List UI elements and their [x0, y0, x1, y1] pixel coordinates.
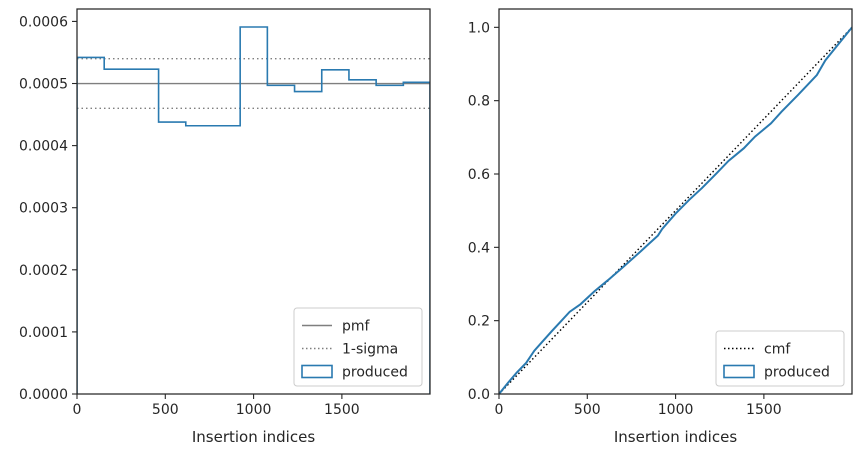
legend-label: pmf	[342, 319, 371, 335]
legend-label: produced	[342, 365, 408, 381]
x-tick-label: 1000	[658, 402, 694, 418]
y-tick-label: 0.4	[468, 240, 490, 256]
y-tick-label: 0.0	[468, 387, 490, 403]
y-tick-label: 0.0001	[19, 325, 68, 341]
legend-handle-produced	[301, 364, 333, 379]
y-tick-label: 0.6	[468, 167, 490, 183]
right-chart-plot-area	[499, 26, 852, 394]
y-tick-label: 0.0000	[19, 387, 68, 403]
legend-label: produced	[764, 365, 830, 381]
x-tick-label: 500	[574, 402, 601, 418]
legend-handle-produced	[723, 364, 755, 379]
x-tick-label: 0	[73, 402, 82, 418]
x-tick-label: 1500	[746, 402, 782, 418]
x-tick-label: 0	[495, 402, 504, 418]
y-tick-label: 1.0	[468, 20, 490, 36]
left-chart-plot-area	[77, 26, 430, 394]
left-chart-panel: 0 500 1000 1500 0.0000 0.0001 0.0002 0.0003 0.00…	[19, 8, 431, 446]
x-axis-label: Insertion indices	[614, 428, 737, 446]
right-chart-panel: 0 500 1000 1500 0.0 0.2 0.4 0.6 0.8 1.0 Insertion …	[468, 8, 853, 446]
y-tick-label: 0.0002	[19, 263, 68, 279]
y-tick-label: 0.0006	[19, 14, 68, 30]
legend-label: cmf	[764, 342, 791, 358]
legend-label: 1-sigma	[342, 342, 398, 358]
x-axis-label: Insertion indices	[192, 428, 315, 446]
x-tick-label: 1000	[236, 402, 272, 418]
x-tick-label: 500	[152, 402, 179, 418]
legend-box	[293, 307, 423, 387]
y-tick-label: 0.8	[468, 94, 490, 110]
legend-box	[715, 330, 845, 387]
y-tick-label: 0.0003	[19, 201, 68, 217]
y-tick-label: 0.2	[468, 314, 490, 330]
y-tick-label: 0.0004	[19, 139, 68, 155]
produced-series-line	[499, 26, 852, 394]
x-tick-label: 1500	[324, 402, 360, 418]
histogram-step-outline	[77, 26, 430, 394]
cmf-series-line	[499, 26, 852, 394]
y-tick-label: 0.0005	[19, 77, 68, 93]
